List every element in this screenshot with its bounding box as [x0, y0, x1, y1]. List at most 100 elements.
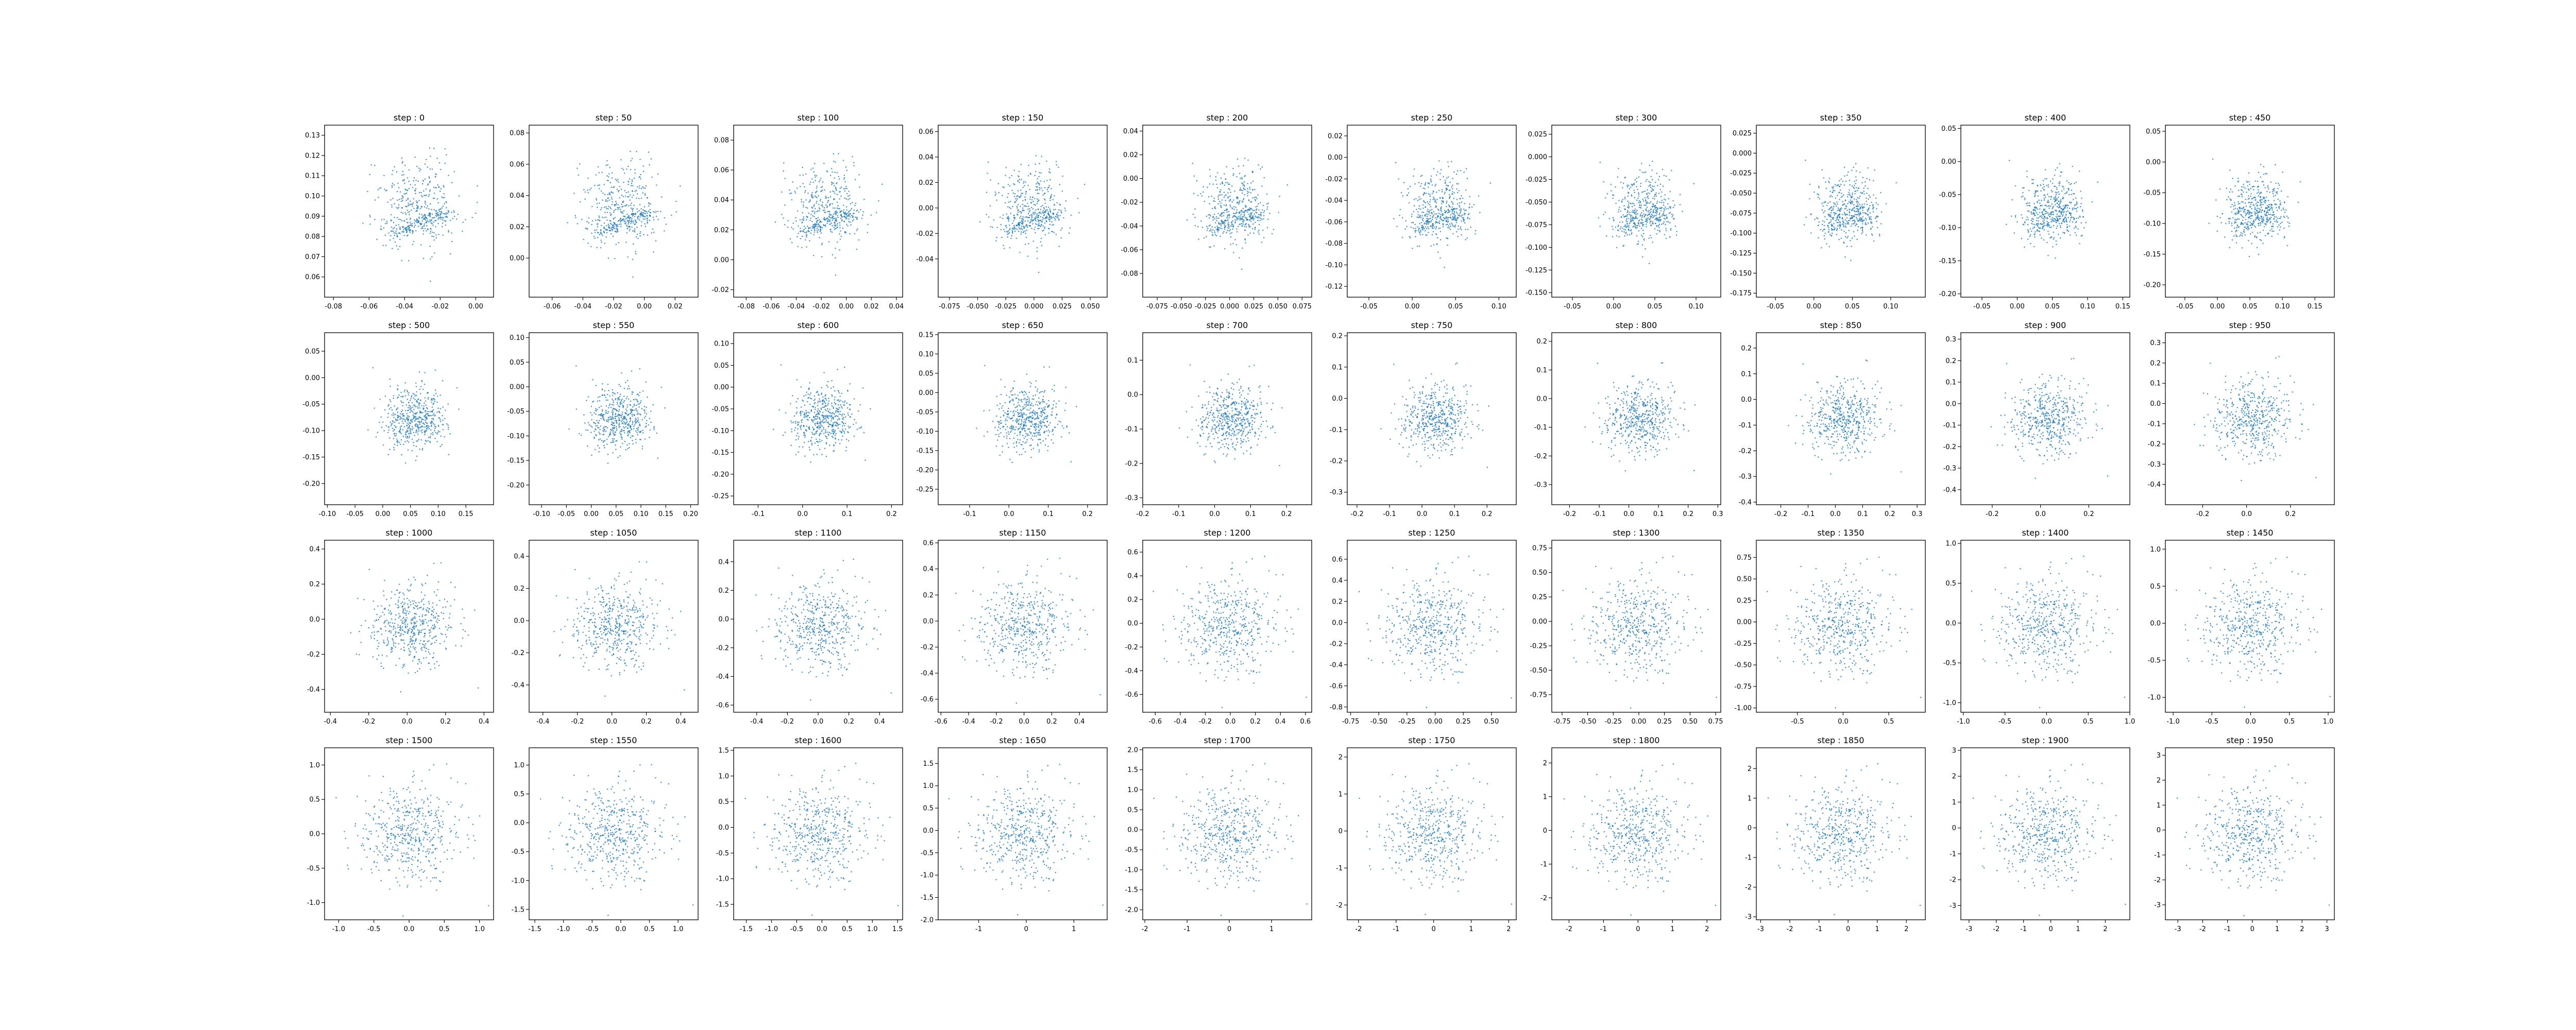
scatter-point — [442, 216, 443, 218]
scatter-point — [1642, 256, 1643, 258]
scatter-point — [1007, 233, 1008, 235]
scatter-point — [827, 197, 829, 199]
scatter-point — [1226, 211, 1228, 213]
scatter-point — [994, 191, 996, 193]
scatter-point — [1857, 209, 1859, 211]
scatter-point — [1029, 222, 1030, 224]
scatter-point — [2049, 205, 2052, 207]
scatter-point — [1046, 215, 1048, 217]
scatter-point — [1269, 213, 1270, 214]
scatter-point — [1803, 224, 1805, 226]
scatter-point — [1225, 225, 1227, 227]
scatter-point — [1027, 255, 1029, 257]
scatter-point — [1824, 210, 1826, 212]
scatter-point — [1022, 210, 1024, 212]
scatter-point — [2243, 183, 2244, 185]
axes-frame — [1142, 125, 1312, 298]
scatter-point — [1619, 207, 1620, 208]
scatter-point — [433, 147, 435, 149]
scatter-point — [1025, 205, 1027, 208]
scatter-point — [2071, 194, 2072, 195]
scatter-point — [1228, 187, 1229, 190]
scatter-point — [997, 183, 999, 184]
scatter-point — [1047, 187, 1049, 189]
scatter-point — [1645, 200, 1647, 202]
scatter-point — [1025, 181, 1027, 183]
scatter-point — [2056, 213, 2058, 215]
scatter-point — [1418, 196, 1420, 198]
scatter-point — [2051, 203, 2053, 205]
y-tick-label: 0.04 — [714, 197, 729, 204]
scatter-point — [795, 217, 796, 219]
scatter-point — [809, 219, 811, 221]
scatter-point — [647, 234, 649, 236]
scatter-point — [2031, 183, 2033, 184]
scatter-point — [403, 235, 405, 236]
scatter-point — [440, 168, 442, 170]
scatter-point — [1051, 224, 1053, 226]
scatter-point — [655, 211, 657, 213]
scatter-point — [1643, 233, 1645, 235]
scatter-point — [416, 165, 418, 167]
scatter-point — [1031, 216, 1033, 218]
scatter-point — [1231, 224, 1233, 225]
scatter-point — [856, 209, 858, 211]
scatter-point — [1260, 212, 1262, 214]
scatter-point — [2248, 213, 2250, 215]
scatter-point — [2050, 190, 2053, 192]
scatter-point — [609, 167, 611, 168]
scatter-point — [1247, 183, 1248, 184]
scatter-point — [2036, 223, 2038, 225]
subplot-title: step : 150 — [1002, 113, 1044, 123]
scatter-point — [442, 222, 444, 224]
scatter-point — [1223, 215, 1225, 217]
scatter-point — [1645, 171, 1647, 173]
scatter-point — [1617, 229, 1619, 231]
scatter-point — [1849, 184, 1851, 186]
scatter-point — [1034, 175, 1036, 176]
scatter-point — [1428, 218, 1430, 220]
scatter-point — [2060, 237, 2061, 239]
scatter-point — [1455, 221, 1458, 224]
scatter-point — [1676, 231, 1677, 232]
scatter-point — [1423, 228, 1425, 230]
scatter-point — [1256, 198, 1258, 200]
scatter-point — [1650, 190, 1652, 192]
scatter-point — [835, 161, 836, 163]
scatter-point — [418, 217, 420, 219]
scatter-point — [444, 162, 446, 164]
scatter-point — [1243, 181, 1245, 183]
scatter-point — [2047, 222, 2048, 224]
scatter-point — [1617, 226, 1619, 228]
scatter-point — [390, 199, 392, 201]
scatter-point — [1823, 212, 1824, 214]
scatter-point — [1871, 233, 1873, 235]
scatter-point — [1416, 209, 1417, 210]
scatter-point — [1463, 217, 1464, 219]
scatter-point — [1234, 239, 1236, 241]
scatter-point — [607, 224, 609, 225]
scatter-point — [1213, 200, 1214, 202]
scatter-point — [1048, 217, 1050, 218]
scatter-point — [1859, 171, 1861, 174]
scatter-point — [1246, 217, 1247, 219]
scatter-point — [1857, 197, 1858, 198]
scatter-point — [1628, 218, 1629, 219]
scatter-point — [1056, 202, 1058, 204]
scatter-point — [1450, 217, 1452, 219]
scatter-point — [448, 175, 449, 176]
scatter-point — [1261, 242, 1263, 243]
scatter-point — [1037, 186, 1038, 188]
scatter-point — [2073, 216, 2074, 218]
scatter-point — [1412, 248, 1413, 249]
scatter-point — [1022, 193, 1024, 194]
scatter-point — [1866, 178, 1868, 180]
scatter-point — [1837, 207, 1839, 209]
scatter-point — [1667, 208, 1669, 210]
scatter-point — [1413, 175, 1414, 177]
scatter-point — [1233, 215, 1235, 217]
scatter-point — [1853, 187, 1855, 189]
scatter-point — [1640, 163, 1642, 164]
scatter-point — [1464, 203, 1466, 204]
scatter-point — [1454, 215, 1456, 217]
